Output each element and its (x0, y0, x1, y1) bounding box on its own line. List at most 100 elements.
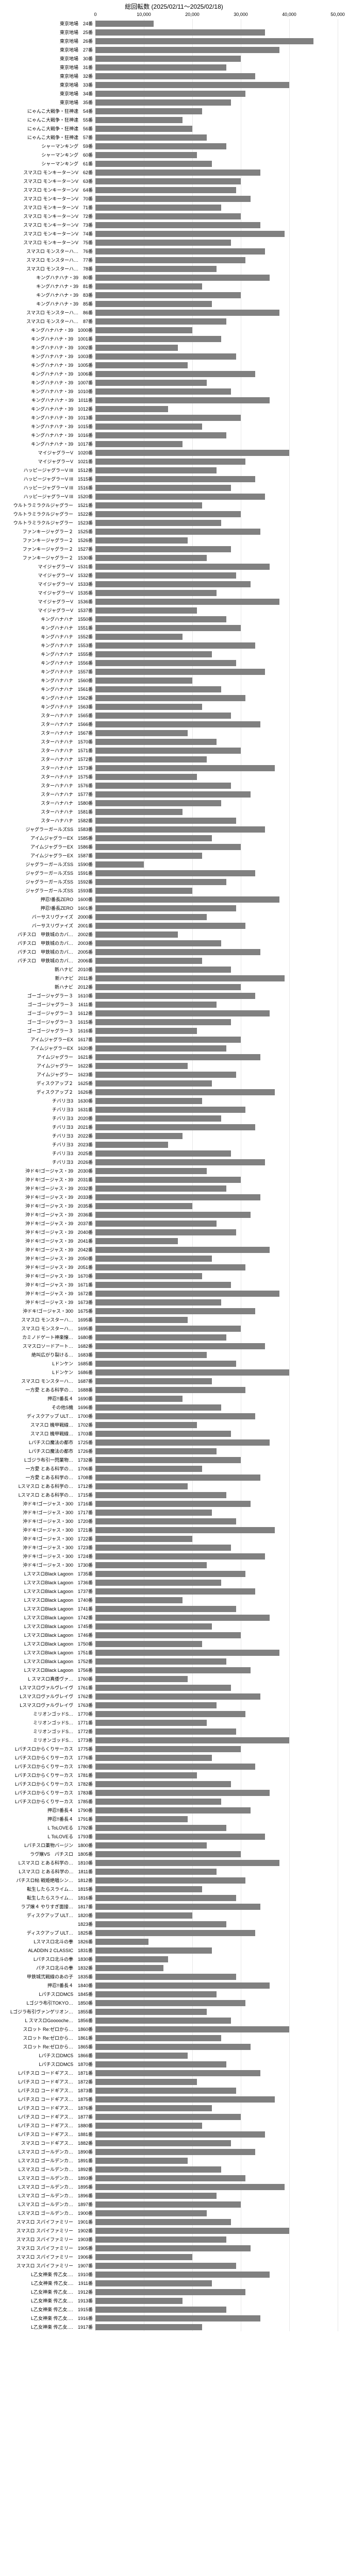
y-label: Lゴジラ布引ヴァンゲリオン… 1855番 (0, 2008, 95, 2015)
bar (95, 371, 255, 377)
x-tick: 50,000 (330, 12, 345, 17)
y-label: チバリヨ3 2020番 (0, 1115, 95, 1122)
bar-row: キングハナハナ・39 1006番 (0, 369, 348, 378)
y-label: 新ハナビ 2010番 (0, 966, 95, 973)
bar (95, 2035, 221, 2041)
bar (95, 826, 265, 833)
bar (95, 1466, 202, 1472)
y-label: 沖ドキ!ゴージャス・300 1675番 (0, 1308, 95, 1314)
bar-row: スマスロ モンキーターンV 70番 (0, 194, 348, 203)
bar-row: スマスロ スパイファミリー 1905番 (0, 2244, 348, 2252)
bar (95, 2105, 212, 2111)
bar (95, 1623, 212, 1630)
bar (95, 502, 202, 509)
bar (95, 1396, 183, 1402)
bar-row: LスマスロBlack Lagoon 1737番 (0, 1587, 348, 1596)
y-label: 沖ドキ!ゴージャス・300 1720番 (0, 1518, 95, 1524)
y-label: アイムジャグラー 1623番 (0, 1071, 95, 1078)
bar (95, 1002, 217, 1008)
bar (95, 1369, 289, 1376)
bar (95, 651, 212, 657)
y-label: キングハナハナ 1551番 (0, 624, 95, 631)
y-label: スマスロ モンキーターンV 72番 (0, 213, 95, 219)
bar-row: L スマスロGooooche… 1856番 (0, 2016, 348, 2025)
bar (95, 2289, 245, 2295)
bar (95, 1886, 202, 1892)
bar-row: マイジャグラーV 1020番 (0, 448, 348, 457)
bar (95, 415, 241, 421)
bar-row: 新ハナビ 2012番 (0, 982, 348, 991)
bar-row: ディスクアップ ULT… 1700番 (0, 1412, 348, 1420)
bar (95, 73, 255, 79)
y-label: Lパチスロからくりサーカス 1783番 (0, 1789, 95, 1796)
bar (95, 222, 260, 228)
y-label: L乙女神楽 传乙女.… 1913番 (0, 2297, 95, 2304)
y-label: ゴーゴージャグラー３ 1611番 (0, 1001, 95, 1008)
y-label: 転生したらスライム… 1816番 (0, 1894, 95, 1901)
y-label: キングハナハナ・39 1007番 (0, 379, 95, 386)
y-label: Lパチスロ薬物バージン 1800番 (0, 1842, 95, 1849)
y-label: 沖ドキ!ゴージャス・300 1723番 (0, 1544, 95, 1551)
bar (95, 108, 202, 114)
y-label: 東京地場 24番 (0, 20, 95, 27)
bar (95, 1431, 231, 1437)
y-label: スターハナハナ 1582番 (0, 817, 95, 824)
y-label: マイジャグラーV 1536番 (0, 598, 95, 605)
y-label: バーサスリヴァイズ 2000番 (0, 913, 95, 920)
bar (95, 1273, 202, 1279)
bar-row: Lスマスロ ゴールデンカ… 1900番 (0, 2209, 348, 2217)
bar-row: Lパチスロからくりサーカス 1783番 (0, 1788, 348, 1797)
bar-row: ジャグラーガールズSS 1591番 (0, 869, 348, 877)
bar-row: ファンキージャグラー２ 1527番 (0, 545, 348, 553)
x-tick: 30,000 (234, 12, 248, 17)
bar-row: LスマスロBlack Lagoon 1751番 (0, 1648, 348, 1657)
bar (95, 931, 178, 938)
bar-row: L乙女神楽 传乙女.… 1913番 (0, 2296, 348, 2305)
bar-row: その他S機 1696番 (0, 1403, 348, 1412)
bar-row: スマスロ スパイファミリー 1903番 (0, 2235, 348, 2244)
y-label: スターハナハナ 1575番 (0, 773, 95, 780)
bar-row: マイジャグラーV 1536番 (0, 597, 348, 606)
bar-row: スターハナハナ 1573番 (0, 764, 348, 772)
y-label: Lスマスロ北斗の拳 1826番 (0, 1938, 95, 1945)
y-label: にゃんこ大戦争・狂神達 55番 (0, 116, 95, 123)
bar-row: シャーマンキング 59番 (0, 142, 348, 150)
y-label: Lスマスロ ゴールデンカ… 1897番 (0, 2201, 95, 2208)
bar (95, 1177, 241, 1183)
bar (95, 327, 192, 333)
bar-row: ジャグラーガールズSS 1590番 (0, 860, 348, 869)
bar (95, 2096, 275, 2103)
y-label: キングハナハナ・39 80番 (0, 274, 95, 281)
bar (95, 170, 260, 176)
y-label: ゴーゴージャグラー３ 1612番 (0, 1010, 95, 1016)
bar (95, 2166, 221, 2173)
y-label: スマスロソードアート… 1682番 (0, 1343, 95, 1349)
bar (95, 2114, 241, 2120)
bar-row: 東京地場 32番 (0, 72, 348, 80)
bar (95, 2079, 197, 2085)
y-label: アイムジャグラーEX 1587番 (0, 852, 95, 859)
bar-row: ミリオンゴッドS… 1771番 (0, 1718, 348, 1727)
bar-row: スマスロ スパイファミリー 1901番 (0, 2217, 348, 2226)
bar-row: LスマスロBlack Lagoon 1752番 (0, 1657, 348, 1666)
bar-row: ジャグラーガールズSS 1592番 (0, 877, 348, 886)
y-label: マイジャグラーV 1020番 (0, 449, 95, 456)
bar (95, 520, 221, 526)
bar-row: 沖ドキ!ゴージャス・300 1722番 (0, 1534, 348, 1543)
bar-row: 東京地場 31番 (0, 63, 348, 72)
bar-row: キングハナハナ 1551番 (0, 623, 348, 632)
y-label: キングハナハナ・39 1017番 (0, 440, 95, 447)
bar (95, 1483, 188, 1489)
bar (95, 1142, 168, 1148)
bar (95, 1439, 270, 1446)
y-label: カミノドゲート神楽懐… 1680番 (0, 1334, 95, 1341)
bar-row: L ToLOVEる 1793番 (0, 1832, 348, 1841)
bar-row: LパチスロDMC5 1845番 (0, 1990, 348, 1998)
bar (95, 2307, 226, 2313)
bar (95, 853, 202, 859)
bar (95, 2000, 245, 2006)
bar (95, 1115, 221, 1122)
bar-row: チバリヨ3 2025番 (0, 1149, 348, 1158)
y-label: キングハナハナ・39 81番 (0, 283, 95, 290)
y-label: ジャグラーガールズSS 1583番 (0, 826, 95, 833)
